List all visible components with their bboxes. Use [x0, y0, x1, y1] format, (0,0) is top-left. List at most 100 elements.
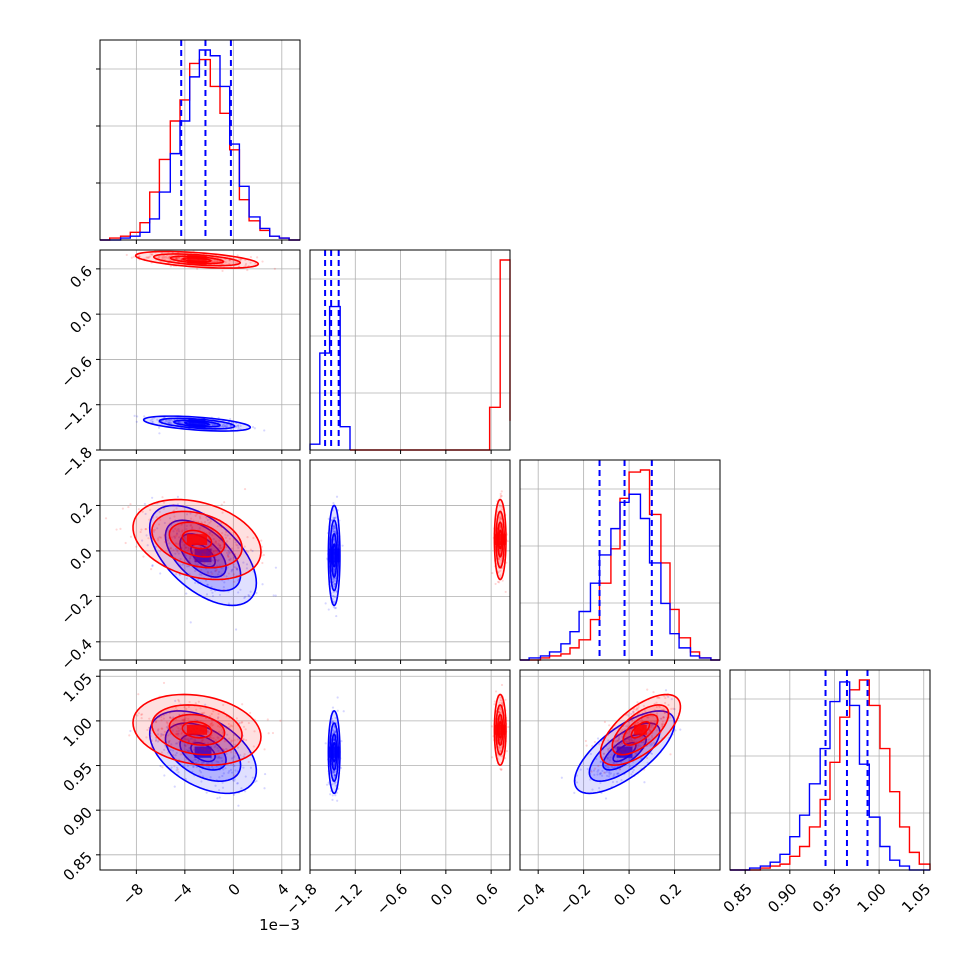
scatter-point [499, 519, 502, 522]
scatter-point [334, 770, 337, 773]
scatter-point [212, 710, 215, 713]
x-tick-label: −0.4 [510, 880, 548, 918]
y-tick-label: 1.05 [60, 670, 96, 706]
scatter-point [599, 772, 602, 775]
scatter-point [499, 712, 502, 715]
scatter-point [233, 755, 236, 758]
scatter-point [158, 510, 161, 514]
scatter-point [241, 703, 244, 706]
scatter-point [670, 707, 673, 710]
x-tick-label: −1.8 [282, 880, 320, 918]
scatter-point [235, 543, 238, 546]
scatter-point [251, 549, 254, 553]
scatter-point [226, 726, 229, 729]
contour-red [168, 713, 226, 746]
scatter-point [500, 701, 503, 705]
scatter-point [196, 755, 199, 758]
scatter-point [332, 529, 335, 532]
scatter-point [650, 736, 654, 739]
scatter-point [169, 716, 172, 719]
scatter-point [595, 757, 598, 761]
scatter-point [213, 260, 217, 263]
scatter-point [156, 527, 159, 530]
scatter-point [202, 761, 205, 764]
scatter-point [136, 415, 139, 418]
scatter-point [169, 259, 173, 262]
scatter-point [141, 510, 144, 513]
scatter-point [189, 621, 192, 624]
scatter-point [163, 730, 167, 733]
scatter-point [194, 718, 197, 722]
scatter-point [662, 716, 665, 719]
scatter-point [499, 708, 503, 711]
contour-blue [329, 519, 340, 592]
scatter-point [180, 723, 183, 727]
scatter-point [180, 731, 184, 734]
scatter-point [227, 771, 230, 774]
scatter-point [221, 786, 225, 789]
scatter-point [621, 728, 624, 731]
scatter-point [596, 770, 599, 773]
scatter-point [141, 539, 144, 542]
scatter-point [199, 517, 202, 520]
scatter-point [206, 570, 209, 573]
scatter-point [197, 520, 200, 523]
scatter-point [634, 753, 637, 756]
scatter-point [631, 725, 634, 729]
scatter-point [617, 735, 620, 738]
scatter-point [205, 791, 208, 794]
scatter-point [631, 770, 634, 774]
scatter-point [170, 766, 173, 769]
scatter-point [658, 705, 661, 709]
scatter-point [637, 722, 640, 725]
scatter-point [147, 537, 150, 540]
scatter-point [631, 739, 634, 743]
scatter-point [500, 711, 503, 714]
scatter-point [206, 539, 210, 542]
scatter-point [228, 725, 231, 728]
scatter-point [204, 549, 207, 553]
scatter-point [231, 568, 234, 571]
scatter-point [646, 688, 649, 691]
scatter-point [218, 756, 221, 759]
scatter-point [333, 607, 336, 610]
scatter-point [491, 571, 494, 575]
scatter-point [504, 590, 507, 594]
scatter-point [233, 565, 236, 568]
scatter-point [189, 524, 192, 527]
density-peak-red [186, 534, 208, 545]
scatter-point [271, 731, 275, 735]
scatter-point [660, 708, 663, 711]
scatter-point [584, 739, 587, 743]
scatter-point [214, 569, 217, 572]
scatter-point [179, 534, 183, 537]
scatter-point [334, 784, 337, 787]
scatter-point [603, 720, 607, 724]
scatter-point [245, 563, 249, 566]
scatter-point [333, 567, 336, 571]
scatter-point [226, 553, 229, 557]
scatter-point [599, 772, 603, 775]
scatter-point [274, 566, 278, 569]
scatter-point [261, 260, 264, 263]
scatter-point [148, 255, 152, 258]
scatter-point [232, 756, 235, 759]
scatter-point [169, 421, 172, 425]
scatter-point [218, 593, 222, 597]
scatter-point [653, 720, 656, 724]
scatter-point [635, 765, 638, 768]
scatter-point [155, 738, 158, 742]
scatter-point [184, 717, 187, 720]
scatter-point [231, 739, 234, 743]
scatter-point [239, 258, 242, 261]
y-tick-label: 0.0 [66, 544, 96, 574]
scatter-point [324, 742, 327, 745]
scatter-point [185, 707, 188, 711]
scatter-point [172, 504, 175, 507]
scatter-point [189, 556, 192, 560]
scatter-point [593, 740, 596, 744]
scatter-point [222, 589, 225, 592]
scatter-point [186, 749, 190, 753]
scatter-point [198, 527, 201, 530]
scatter-point [632, 711, 635, 715]
